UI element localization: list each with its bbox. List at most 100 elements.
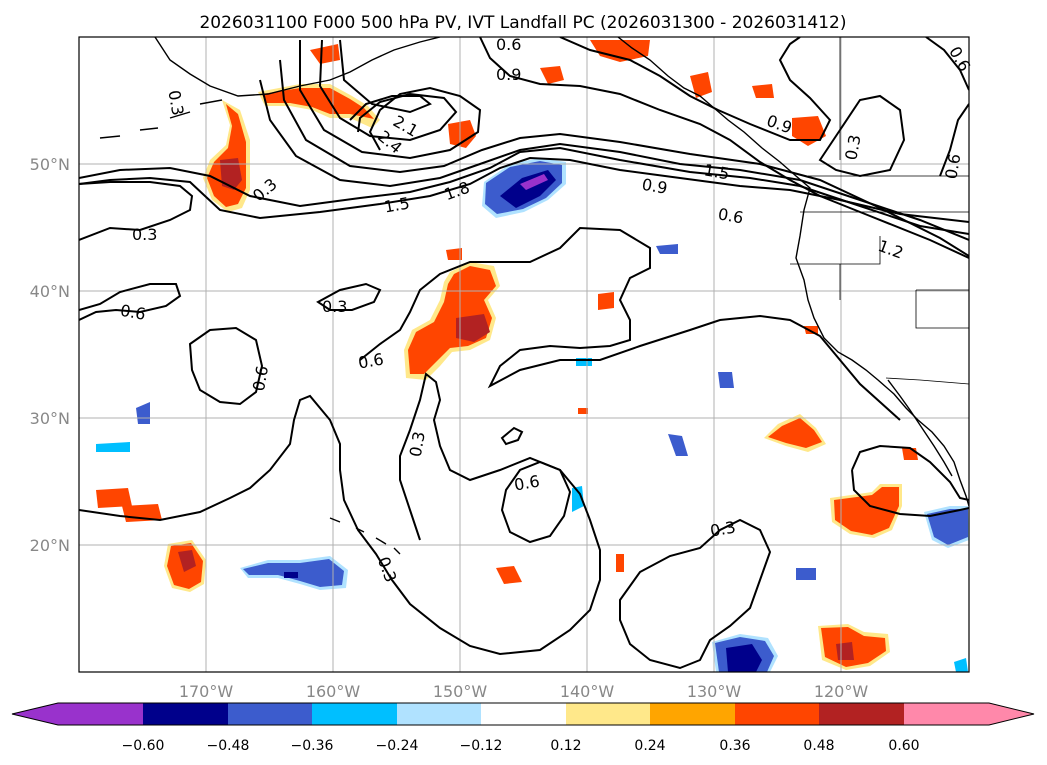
lat-label-30: 30°N	[30, 409, 70, 428]
colorbar-outline	[11, 702, 1035, 726]
negative-anomaly-blob	[96, 244, 968, 672]
contour-line	[316, 282, 382, 311]
contour-label: 0.3	[406, 430, 429, 458]
positive-anomaly-blob	[830, 484, 902, 538]
colorbar-label: −0.60	[122, 738, 165, 754]
colorbar-segment	[735, 703, 819, 725]
negative-anomaly-blob	[924, 506, 969, 548]
colorbar-segment	[228, 703, 312, 725]
colorbar-extend-high	[989, 703, 1034, 725]
positive-anomaly-blob	[446, 66, 614, 310]
contour-line	[279, 59, 969, 257]
colorbar-extend-low	[12, 703, 58, 725]
contour-label: 0.3	[132, 225, 157, 244]
contour-line	[79, 283, 182, 321]
coastline-aleutians	[99, 99, 223, 139]
map-panel: 0.3 0.3 0.3 0.3 0.3 0.3 0.3 0.3 0.6 0.6 …	[78, 35, 974, 673]
figure-title: 2026031100 F000 500 hPa PV, IVT Landfall…	[199, 13, 846, 33]
lon-label-170w: 170°W	[179, 682, 234, 701]
colorbar-label: −0.12	[460, 738, 503, 754]
contour-label: 0.6	[941, 152, 964, 180]
lat-label-20: 20°N	[30, 536, 70, 555]
contour-line	[479, 37, 969, 259]
lat-label-50: 50°N	[30, 155, 70, 174]
positive-anomaly-blob	[818, 624, 890, 670]
contour-label: 0.6	[357, 349, 385, 372]
gridlines	[79, 37, 969, 672]
coastline-hawaii	[329, 517, 401, 555]
colorbar-segment	[819, 703, 904, 725]
colorbar-tick-labels: −0.60 −0.48 −0.36 −0.24 −0.12 0.12 0.24 …	[122, 738, 920, 754]
lat-label-40: 40°N	[30, 282, 70, 301]
longitude-labels: 170°W 160°W 150°W 140°W 130°W 120°W	[179, 682, 869, 701]
contour-line	[188, 326, 264, 406]
lon-label-120w: 120°W	[814, 682, 869, 701]
colorbar-segment	[143, 703, 228, 725]
contour-line	[851, 469, 969, 518]
coastlines	[99, 37, 969, 555]
colorbar-label: 0.36	[719, 738, 750, 754]
positive-anomaly-blob	[96, 326, 818, 584]
border-us-mexico	[885, 377, 969, 385]
colorbar-label: −0.36	[291, 738, 334, 754]
colorbar-segments	[58, 703, 989, 725]
map-frame	[78, 36, 970, 673]
contour-line	[79, 372, 601, 656]
contour-line	[79, 181, 194, 241]
contour-label: 0.6	[249, 364, 272, 392]
colorbar-segment	[904, 703, 989, 725]
pv-contours	[79, 37, 969, 670]
colorbar-segment	[312, 703, 397, 725]
contour-line	[500, 460, 572, 544]
contour-line	[925, 37, 969, 91]
colorbar-segment	[58, 703, 143, 725]
contour-label: 0.3	[709, 517, 737, 540]
coastline-north-america	[617, 37, 969, 507]
colorbar-label: 0.12	[550, 738, 581, 754]
negative-anomaly-blob	[712, 634, 778, 672]
contour-line	[339, 39, 432, 121]
lon-label-140w: 140°W	[560, 682, 615, 701]
contour-label: 0.3	[164, 89, 187, 117]
colorbar-label: 0.24	[634, 738, 665, 754]
colorbar-label: −0.24	[376, 738, 419, 754]
lon-label-130w: 130°W	[687, 682, 742, 701]
colorbar-label: 0.60	[888, 738, 919, 754]
contour-line	[79, 156, 969, 223]
positive-anomaly-blob	[164, 540, 206, 592]
contour-line	[559, 37, 832, 141]
contour-label: 1.5	[383, 193, 411, 216]
colorbar-segment	[397, 703, 481, 725]
contour-line	[500, 426, 524, 446]
contour-label: 0.9	[640, 175, 668, 198]
negative-anomaly-blob	[482, 158, 566, 218]
colorbar: −0.60 −0.48 −0.36 −0.24 −0.12 0.12 0.24 …	[11, 702, 1035, 754]
contour-label: 0.6	[496, 35, 521, 54]
latitude-labels: 20°N 30°N 40°N 50°N	[30, 155, 70, 555]
contour-line	[939, 103, 969, 177]
positive-anomaly-blob	[203, 100, 250, 212]
contour-line	[818, 94, 906, 178]
colorbar-segment	[566, 703, 650, 725]
positive-anomaly-blob	[590, 40, 826, 146]
positive-anomaly-blob	[764, 414, 918, 460]
contour-line	[619, 518, 772, 670]
contour-label: 0.6	[119, 301, 147, 324]
colorbar-segment	[481, 703, 566, 725]
colorbar-label: 0.48	[803, 738, 834, 754]
colorbar-segment	[650, 703, 735, 725]
contour-line	[259, 79, 969, 241]
contour-label: 0.6	[717, 204, 745, 227]
negative-anomaly-blob	[240, 556, 348, 590]
contour-label: 0.6	[513, 471, 541, 494]
coastline-baja	[887, 379, 953, 477]
contour-label: 0.9	[496, 65, 521, 84]
contour-line	[359, 226, 901, 421]
lon-label-150w: 150°W	[433, 682, 488, 701]
colorbar-label: −0.48	[207, 738, 250, 754]
political-borders	[790, 37, 969, 385]
contour-label: 0.3	[322, 297, 347, 316]
lon-label-160w: 160°W	[306, 682, 361, 701]
contour-label: 1.5	[703, 160, 731, 183]
